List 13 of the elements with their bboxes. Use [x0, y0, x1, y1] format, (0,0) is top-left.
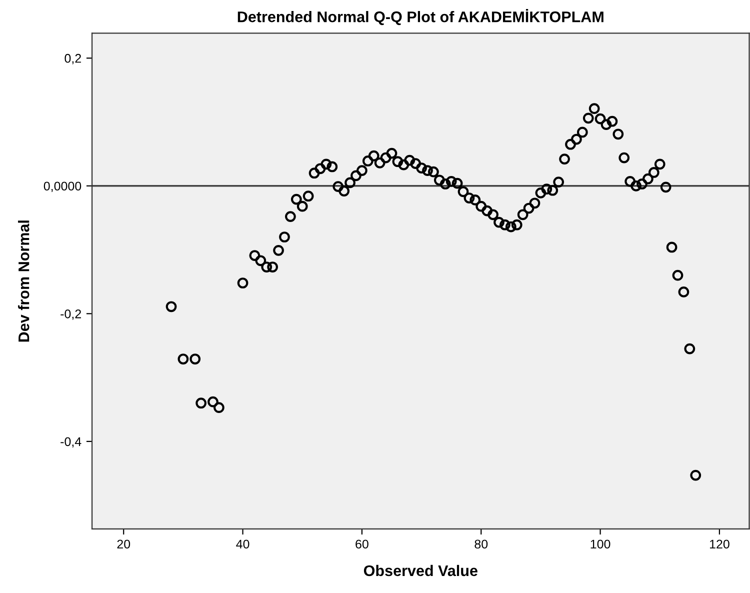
chart-title: Detrended Normal Q-Q Plot of AKADEMİKTOPLAM — [238, 9, 604, 26]
y-axis-title: Dev from Normal — [18, 220, 30, 342]
x-tick-label: 120 — [710, 540, 730, 549]
y-tick-label: 0,0000 — [44, 182, 82, 192]
y-tick-label: -0,2 — [60, 309, 81, 320]
x-tick-label: 80 — [474, 540, 488, 549]
x-tick-label: 100 — [590, 540, 610, 549]
x-tick-label: 60 — [356, 540, 368, 549]
x-axis-title: Observed Value — [364, 564, 478, 576]
y-tick-label: -0,4 — [60, 437, 82, 448]
y-tick-label: 0,2 — [64, 54, 81, 64]
x-tick-label: 20 — [117, 540, 130, 549]
x-tick-label: 40 — [236, 540, 250, 549]
